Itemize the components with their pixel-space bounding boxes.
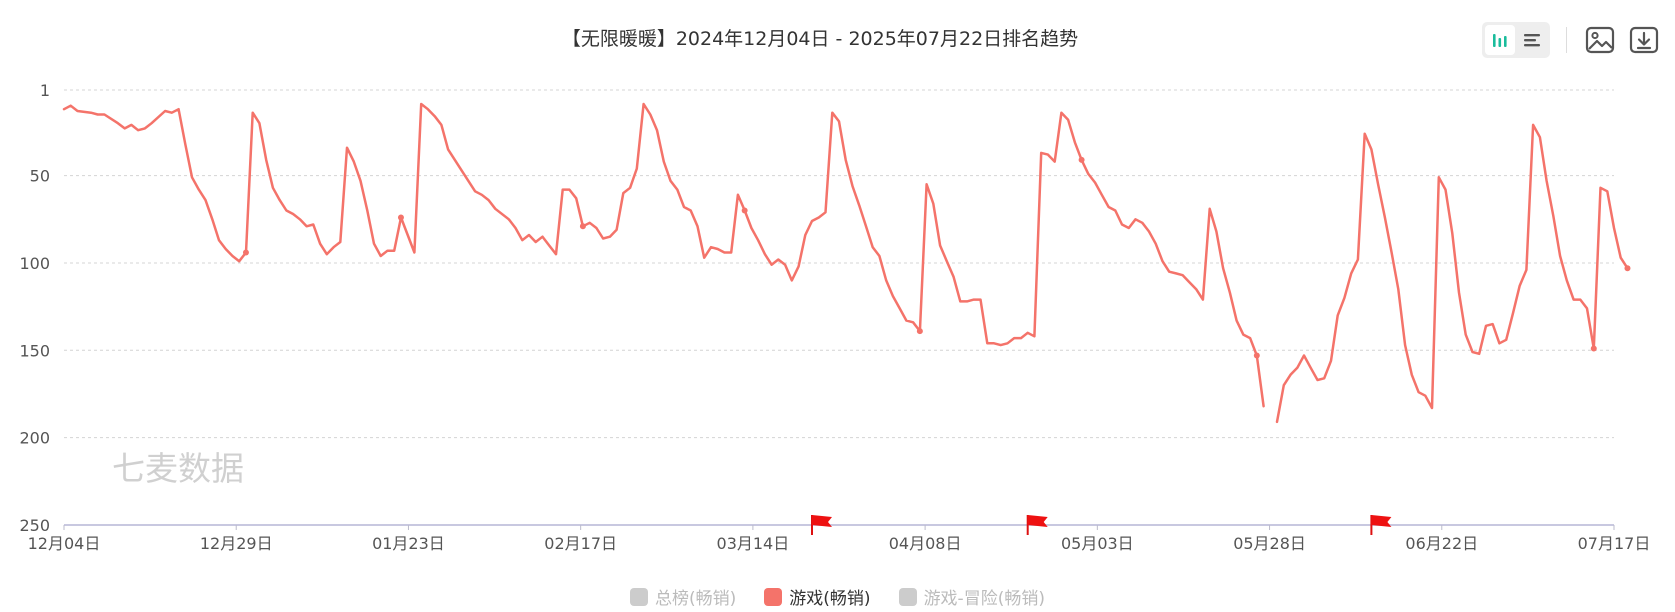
legend-label: 游戏(畅销): [789, 589, 871, 609]
x-tick-label: 01月23日: [372, 534, 445, 553]
data-point: [1078, 156, 1085, 163]
legend-item-games-adventure[interactable]: 游戏-冒险(畅销): [898, 584, 1045, 609]
data-point: [916, 328, 923, 335]
chart-title: 【无限暖暖】2024年12月04日 - 2025年07月22日排名趋势: [561, 28, 1079, 50]
data-point: [1253, 352, 1260, 359]
download-icon[interactable]: [1627, 23, 1661, 57]
y-tick-label: 50: [30, 167, 50, 186]
flag-cloth: [812, 515, 832, 527]
watermark-text: 七麦数据: [112, 449, 244, 488]
y-tick-label: 150: [19, 341, 50, 360]
toolbar-divider: [1566, 27, 1567, 53]
x-tick-label: 07月17日: [1578, 534, 1651, 553]
bar-chart-icon[interactable]: [1485, 25, 1515, 55]
chart-legend: 总榜(畅销) 游戏(畅销) 游戏-冒险(畅销): [0, 584, 1675, 609]
flag-icon: [1370, 515, 1392, 535]
legend-label: 游戏-冒险(畅销): [923, 589, 1045, 609]
chart-toolbar: [1482, 22, 1661, 58]
y-tick-label: 1: [40, 81, 50, 100]
legend-swatch: [630, 587, 649, 606]
x-tick-label: 03月14日: [717, 534, 790, 553]
data-point: [741, 207, 748, 214]
data-point: [1590, 345, 1597, 352]
x-tick-label: 04月08日: [889, 534, 962, 553]
legend-item-total[interactable]: 总榜(畅销): [630, 584, 736, 609]
legend-swatch: [898, 587, 917, 606]
x-tick-label: 05月28日: [1233, 534, 1306, 553]
legend-swatch: [764, 587, 783, 606]
x-tick-label: 12月04日: [28, 534, 101, 553]
series-line: [62, 102, 1265, 408]
flag-icon: [1026, 515, 1048, 535]
legend-item-games[interactable]: 游戏(畅销): [764, 584, 871, 609]
x-tick-label: 12月29日: [200, 534, 273, 553]
x-tick-label: 06月22日: [1405, 534, 1478, 553]
data-point: [242, 249, 249, 256]
y-tick-label: 100: [19, 254, 50, 273]
flag-cloth: [1371, 515, 1392, 527]
flag-cloth: [1027, 515, 1048, 527]
data-point: [397, 214, 404, 221]
x-tick-label: 05月03日: [1061, 534, 1134, 553]
y-tick-label: 200: [19, 429, 50, 448]
image-save-icon[interactable]: [1583, 23, 1617, 57]
y-tick-label: 250: [19, 516, 50, 535]
flag-icon: [811, 515, 832, 535]
x-tick-label: 02月17日: [544, 534, 617, 553]
data-point: [1624, 265, 1631, 272]
view-mode-toggle: [1482, 22, 1550, 58]
list-icon[interactable]: [1517, 25, 1547, 55]
data-point: [579, 223, 586, 230]
series-line: [1275, 123, 1629, 424]
legend-label: 总榜(畅销): [655, 589, 737, 609]
